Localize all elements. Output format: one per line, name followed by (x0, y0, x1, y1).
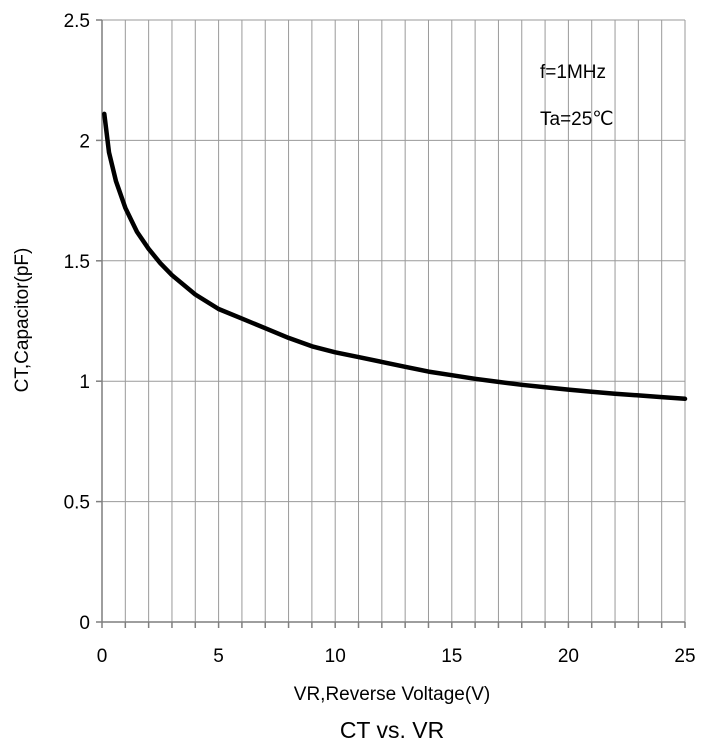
x-tick-label: 15 (441, 646, 462, 667)
y-tick-label: 0.5 (64, 493, 90, 514)
x-axis-title: VR,Reverse Voltage(V) (294, 684, 490, 705)
x-tick-label: 10 (325, 646, 346, 667)
x-tick-label: 0 (97, 646, 108, 667)
annotation-frequency: f=1MHz (540, 62, 606, 83)
x-tick-label: 25 (674, 646, 695, 667)
tick-labels: 0 0.5 1 1.5 2 2.5 0 5 10 15 20 25 (64, 11, 696, 667)
x-tick-label: 20 (558, 646, 579, 667)
y-tick-label: 2 (79, 131, 90, 152)
y-axis-title: CT,Capacitor(pF) (12, 248, 33, 393)
series-line-ct (102, 111, 688, 402)
x-tick-label: 5 (213, 646, 224, 667)
y-tick-label: 0 (79, 613, 90, 634)
grid (102, 19, 686, 622)
y-tick-label: 2.5 (64, 11, 90, 32)
y-tick-label: 1 (79, 372, 90, 393)
annotation-temperature: Ta=25℃ (540, 109, 614, 130)
y-tick-label: 1.5 (64, 252, 90, 273)
axes (96, 19, 686, 628)
chart-caption: CT vs. VR (340, 717, 444, 743)
